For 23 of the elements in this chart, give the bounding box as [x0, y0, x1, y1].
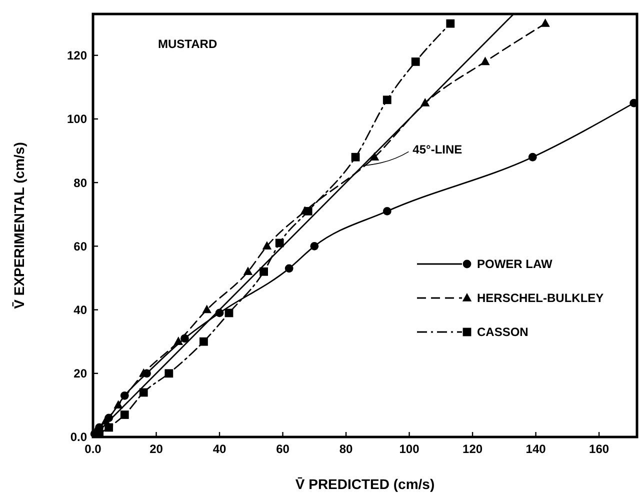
- text: MUSTARD: [158, 37, 218, 51]
- x-tick-label: 20: [150, 442, 164, 456]
- y-tick-label: 100: [66, 112, 88, 126]
- y-tick-label: 0.0: [70, 430, 88, 444]
- legend-label: HERSCHEL-BULKLEY: [477, 291, 604, 306]
- x-tick-label: 140: [526, 442, 546, 456]
- y-tick-label: 20: [74, 366, 88, 381]
- y-tick-label: 40: [74, 302, 88, 317]
- x-axis-title: V̄ PREDICTED (cm/s): [295, 476, 435, 492]
- x-tick-label: 100: [399, 442, 420, 456]
- annotation: 45°-LINE: [412, 142, 462, 157]
- y-tick-label: 120: [66, 48, 88, 63]
- x-tick-label: 80: [339, 442, 354, 456]
- x-tick-label: 0.0: [84, 442, 102, 456]
- x-tick-label: 40: [212, 442, 227, 456]
- x-tick-label: 60: [276, 442, 290, 456]
- y-tick-label: 80: [74, 176, 88, 190]
- legend-label: CASSON: [477, 325, 528, 340]
- y-axis-title: V̄ EXPERIMENTAL (cm/s): [11, 142, 27, 309]
- legend-label: POWER LAW: [477, 257, 553, 272]
- x-tick-label: 120: [462, 442, 483, 456]
- x-tick-label: 160: [589, 442, 610, 456]
- y-tick-label: 60: [74, 239, 88, 254]
